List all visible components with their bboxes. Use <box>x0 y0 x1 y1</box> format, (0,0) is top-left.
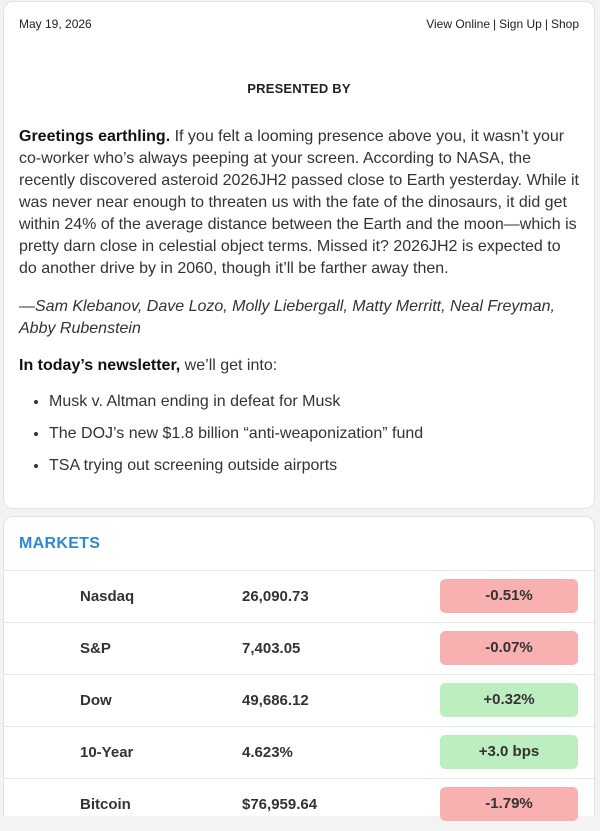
market-row-nasdaq: Nasdaq 26,090.73 -0.51% <box>4 570 594 623</box>
topics-list: Musk v. Altman ending in defeat for Musk… <box>19 391 579 487</box>
market-change-badge: -0.51% <box>440 579 578 613</box>
top-bar: May 19, 2026 View Online | Sign Up | Shop <box>19 17 579 33</box>
newsletter-intro-card: May 19, 2026 View Online | Sign Up | Shop PR… <box>3 1 595 509</box>
market-change-badge: -1.79% <box>440 787 578 821</box>
today-rest: we’ll get into: <box>180 357 278 374</box>
markets-card: MARKETS Nasdaq 26,090.73 -0.51% S&P 7,40… <box>3 516 595 821</box>
market-value: $76,959.64 <box>242 796 318 813</box>
sign-up-link[interactable]: Sign Up <box>499 17 542 31</box>
markets-title: MARKETS <box>19 535 101 552</box>
link-separator: | <box>544 17 548 31</box>
market-row-dow: Dow 49,686.12 +0.32% <box>4 674 594 727</box>
market-row-bitcoin: Bitcoin $76,959.64 -1.79% <box>4 778 594 831</box>
market-name: S&P <box>80 640 111 657</box>
list-item: Musk v. Altman ending in defeat for Musk <box>49 391 579 413</box>
today-lead: In today’s newsletter, <box>19 357 181 374</box>
view-online-link[interactable]: View Online <box>426 17 491 31</box>
market-name: Nasdaq <box>80 588 135 605</box>
market-name: 10-Year <box>80 744 134 761</box>
market-value: 7,403.05 <box>242 640 301 657</box>
intro-paragraph: Greetings earthling. If you felt a loomi… <box>19 126 579 280</box>
market-value: 49,686.12 <box>242 692 309 709</box>
issue-date: May 19, 2026 <box>19 17 92 31</box>
header-links: View Online | Sign Up | Shop <box>426 17 579 31</box>
todays-newsletter-heading: In today’s newsletter, we’ll get into: <box>19 355 579 377</box>
shop-link[interactable]: Shop <box>550 17 579 31</box>
market-value: 4.623% <box>242 744 293 761</box>
market-name: Dow <box>80 692 112 709</box>
intro-greeting: Greetings earthling. <box>19 128 171 145</box>
market-change-badge: +3.0 bps <box>440 735 578 769</box>
link-separator: | <box>493 17 497 31</box>
intro-body: If you felt a looming presence above you… <box>19 128 579 277</box>
presented-by-label: PRESENTED BY <box>247 81 351 96</box>
list-item: TSA trying out screening outside airport… <box>49 455 579 477</box>
list-item: The DOJ’s new $1.8 billion “anti-weaponi… <box>49 423 579 445</box>
market-value: 26,090.73 <box>242 588 309 605</box>
market-change-badge: +0.32% <box>440 683 578 717</box>
byline: —Sam Klebanov, Dave Lozo, Molly Lieberga… <box>19 298 555 337</box>
market-change-badge: -0.07% <box>440 631 578 665</box>
market-row-sp: S&P 7,403.05 -0.07% <box>4 622 594 675</box>
market-row-10-year: 10-Year 4.623% +3.0 bps <box>4 726 594 779</box>
market-name: Bitcoin <box>80 796 131 813</box>
